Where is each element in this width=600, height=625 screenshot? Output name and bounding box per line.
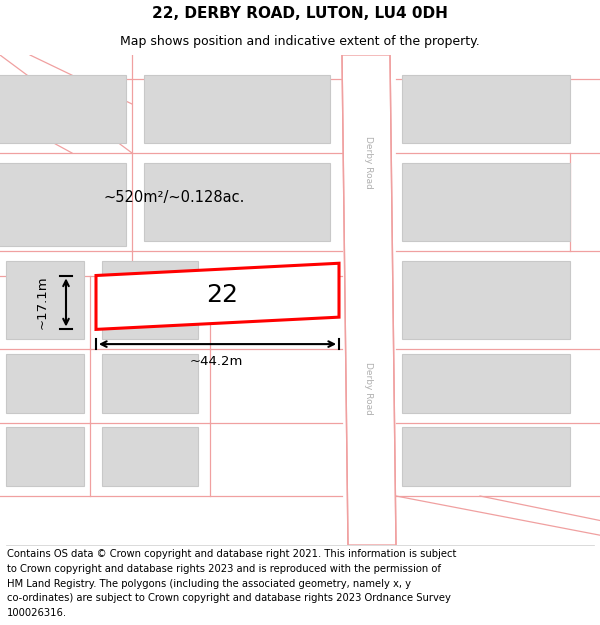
- Bar: [402, 428, 570, 486]
- Text: Derby Road: Derby Road: [365, 362, 373, 414]
- Text: HM Land Registry. The polygons (including the associated geometry, namely x, y: HM Land Registry. The polygons (includin…: [7, 579, 411, 589]
- Text: ~17.1m: ~17.1m: [35, 276, 49, 329]
- Text: ~520m²/~0.128ac.: ~520m²/~0.128ac.: [103, 189, 245, 204]
- Bar: [0, 162, 126, 246]
- Bar: [102, 261, 198, 339]
- Text: Map shows position and indicative extent of the property.: Map shows position and indicative extent…: [120, 35, 480, 48]
- Bar: [6, 261, 84, 339]
- Bar: [144, 74, 330, 143]
- Text: 100026316.: 100026316.: [7, 608, 67, 618]
- Polygon shape: [342, 55, 396, 545]
- Bar: [402, 74, 570, 143]
- Text: co-ordinates) are subject to Crown copyright and database rights 2023 Ordnance S: co-ordinates) are subject to Crown copyr…: [7, 593, 451, 603]
- Polygon shape: [96, 263, 339, 329]
- Bar: [6, 354, 84, 412]
- Text: 22: 22: [206, 283, 238, 307]
- Text: to Crown copyright and database rights 2023 and is reproduced with the permissio: to Crown copyright and database rights 2…: [7, 564, 441, 574]
- Text: Contains OS data © Crown copyright and database right 2021. This information is : Contains OS data © Crown copyright and d…: [7, 549, 457, 559]
- Bar: [402, 354, 570, 412]
- Text: ~44.2m: ~44.2m: [190, 355, 242, 367]
- Bar: [102, 354, 198, 412]
- Bar: [402, 162, 570, 241]
- Bar: [102, 428, 198, 486]
- Bar: [6, 428, 84, 486]
- Text: Derby Road: Derby Road: [365, 136, 373, 189]
- Bar: [402, 261, 570, 339]
- Bar: [144, 162, 330, 241]
- Bar: [0, 74, 126, 143]
- Text: 22, DERBY ROAD, LUTON, LU4 0DH: 22, DERBY ROAD, LUTON, LU4 0DH: [152, 6, 448, 21]
